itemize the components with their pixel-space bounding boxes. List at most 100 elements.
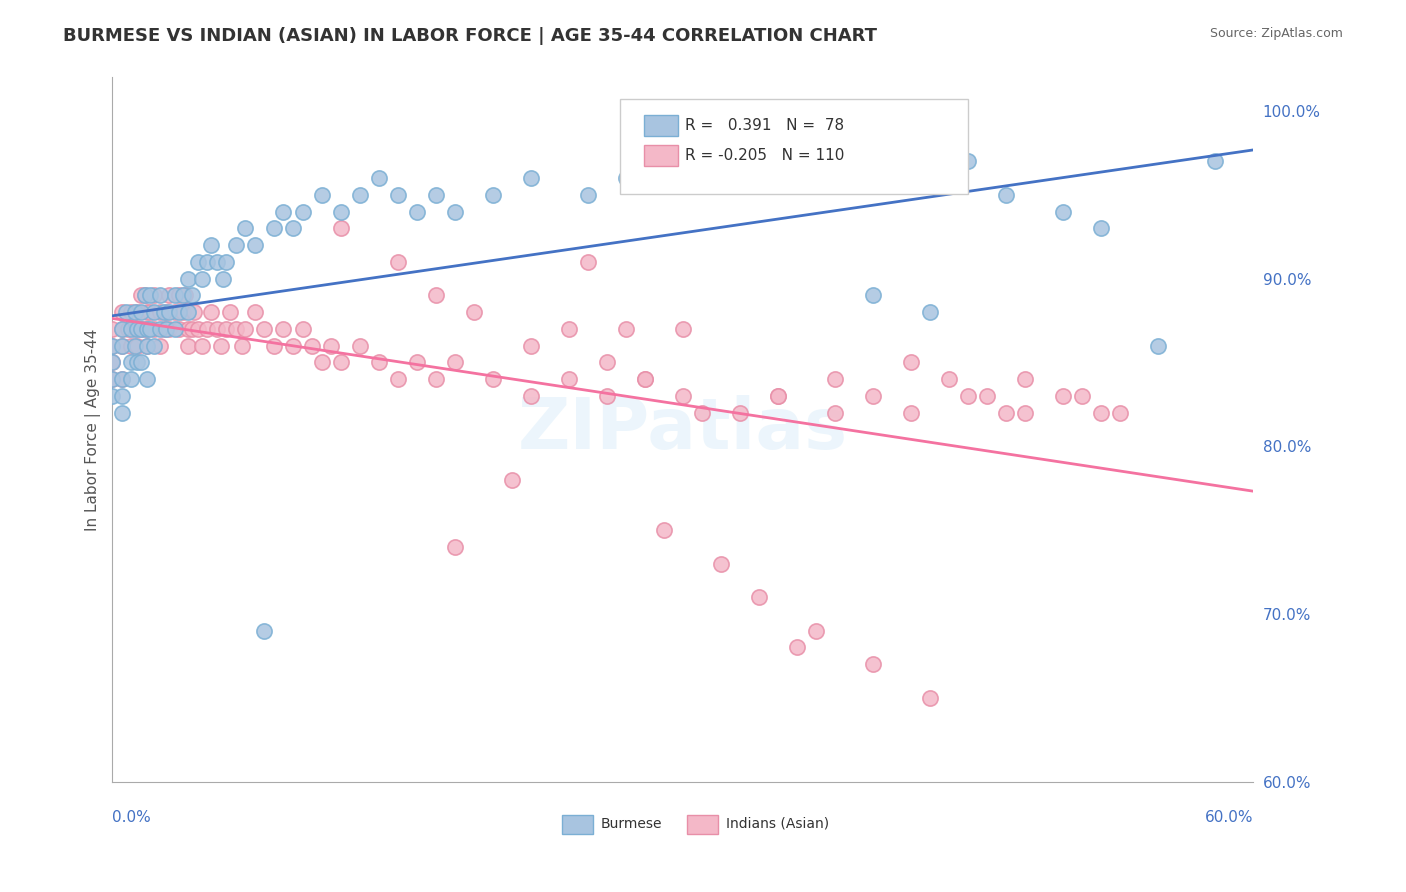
Point: [101, 355, 124, 369]
Point: [129, 305, 152, 319]
Point: [1014, 406, 1036, 420]
Y-axis label: In Labor Force | Age 35-44: In Labor Force | Age 35-44: [86, 328, 101, 531]
Point: [209, 339, 232, 353]
Point: [918, 305, 941, 319]
Point: [481, 187, 503, 202]
Point: [129, 322, 152, 336]
FancyBboxPatch shape: [644, 145, 678, 166]
Point: [134, 322, 156, 336]
Point: [173, 288, 195, 302]
Text: 60.0%: 60.0%: [1205, 810, 1253, 825]
Point: [177, 305, 200, 319]
Point: [190, 271, 212, 285]
Point: [481, 372, 503, 386]
Point: [124, 305, 146, 319]
Point: [181, 322, 204, 336]
Point: [519, 171, 541, 186]
Point: [710, 557, 733, 571]
Point: [149, 339, 172, 353]
Point: [804, 624, 827, 638]
Point: [956, 154, 979, 169]
Point: [862, 389, 884, 403]
Point: [243, 305, 266, 319]
Point: [595, 355, 617, 369]
Point: [253, 322, 276, 336]
Point: [672, 322, 695, 336]
Point: [205, 322, 228, 336]
Point: [1052, 204, 1074, 219]
Point: [111, 389, 134, 403]
Point: [167, 305, 190, 319]
Point: [101, 339, 124, 353]
Point: [101, 372, 124, 386]
Point: [114, 305, 136, 319]
Point: [263, 221, 285, 235]
Point: [177, 322, 200, 336]
Point: [387, 372, 409, 386]
Point: [197, 255, 219, 269]
Point: [1070, 389, 1092, 403]
Point: [956, 389, 979, 403]
Point: [120, 322, 142, 336]
Point: [111, 322, 134, 336]
Point: [143, 322, 166, 336]
Point: [1090, 221, 1112, 235]
Point: [111, 339, 134, 353]
Point: [101, 372, 124, 386]
Point: [101, 339, 124, 353]
Point: [311, 187, 333, 202]
Point: [139, 288, 162, 302]
Point: [200, 305, 222, 319]
Point: [111, 372, 134, 386]
Point: [215, 322, 238, 336]
Point: [519, 339, 541, 353]
Point: [728, 406, 751, 420]
Text: Indians (Asian): Indians (Asian): [725, 817, 830, 830]
Point: [159, 288, 181, 302]
Point: [253, 624, 276, 638]
Point: [152, 305, 174, 319]
Point: [190, 339, 212, 353]
Point: [1147, 339, 1170, 353]
Point: [159, 305, 181, 319]
Point: [273, 322, 295, 336]
Point: [165, 322, 187, 336]
Point: [129, 288, 152, 302]
Point: [200, 238, 222, 252]
Point: [557, 372, 579, 386]
Point: [120, 355, 142, 369]
Point: [319, 339, 342, 353]
Point: [134, 288, 156, 302]
Point: [1204, 154, 1226, 169]
Point: [129, 355, 152, 369]
FancyBboxPatch shape: [644, 115, 678, 136]
Point: [1109, 406, 1132, 420]
Point: [576, 187, 599, 202]
Point: [672, 389, 695, 403]
Point: [143, 288, 166, 302]
Point: [135, 339, 157, 353]
Point: [994, 187, 1017, 202]
Point: [1052, 389, 1074, 403]
Point: [135, 372, 157, 386]
Point: [111, 339, 134, 353]
Point: [672, 154, 695, 169]
Point: [824, 372, 846, 386]
Point: [311, 355, 333, 369]
Point: [197, 322, 219, 336]
Point: [405, 355, 427, 369]
Point: [129, 322, 152, 336]
Point: [225, 238, 247, 252]
Point: [149, 305, 172, 319]
Point: [155, 322, 177, 336]
Point: [219, 305, 242, 319]
Point: [786, 640, 808, 655]
Point: [152, 322, 174, 336]
Text: R = -0.205   N = 110: R = -0.205 N = 110: [685, 148, 845, 163]
Point: [1014, 372, 1036, 386]
Point: [634, 372, 657, 386]
Point: [387, 187, 409, 202]
Point: [349, 339, 371, 353]
Point: [177, 271, 200, 285]
Point: [101, 389, 124, 403]
